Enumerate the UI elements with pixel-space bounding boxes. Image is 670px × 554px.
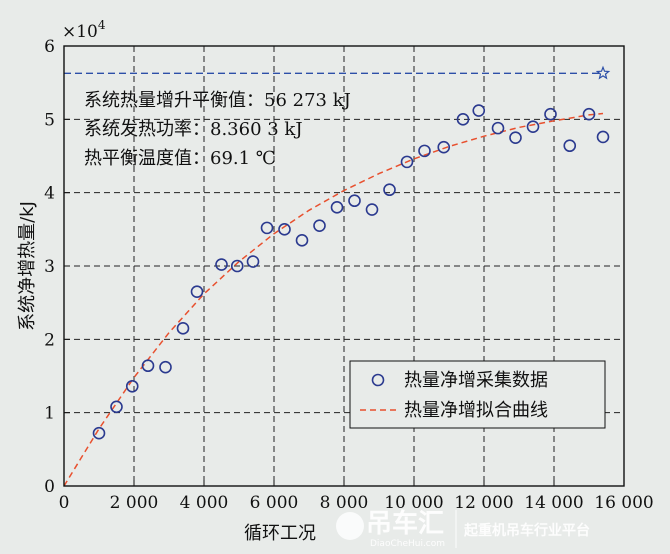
data-point bbox=[230, 259, 244, 273]
data-point bbox=[348, 194, 361, 208]
tick-marks bbox=[63, 45, 625, 487]
data-point bbox=[295, 234, 309, 247]
x-axis-title: 循环工况 bbox=[244, 523, 316, 544]
y-tick-label: 4 bbox=[44, 184, 55, 204]
legend-box bbox=[349, 360, 606, 429]
x-tick-label: 10 000 bbox=[384, 493, 443, 513]
data-point bbox=[159, 360, 172, 374]
data-point bbox=[472, 104, 486, 117]
annotation-heating-power: 系统发热功率：8.360 3 kJ bbox=[84, 119, 303, 140]
x-tick-label: 12 000 bbox=[454, 493, 513, 513]
balance-star-marker bbox=[595, 65, 611, 80]
y-multiplier: ×104 bbox=[62, 18, 106, 42]
y-tick-label: 2 bbox=[44, 330, 55, 350]
fit-curve bbox=[63, 112, 604, 487]
data-point bbox=[526, 120, 540, 133]
data-point bbox=[278, 223, 291, 236]
annotations: 系统热量增升平衡值：56 273 kJ 系统发热功率：8.360 3 kJ 热平… bbox=[84, 90, 351, 169]
data-point bbox=[260, 221, 274, 235]
data-point bbox=[582, 107, 596, 121]
data-point bbox=[313, 219, 326, 232]
data-point bbox=[215, 258, 228, 271]
data-point bbox=[141, 359, 155, 373]
y-tick-label: 3 bbox=[44, 257, 55, 277]
data-point bbox=[437, 140, 451, 154]
data-point bbox=[92, 426, 106, 440]
x-tick-labels: 0 2 000 4 000 6 000 8 000 10 000 12 000 14 000 1… bbox=[59, 493, 654, 513]
data-point bbox=[383, 183, 396, 197]
watermark-brand: 吊车汇 bbox=[366, 508, 444, 539]
data-point bbox=[246, 255, 260, 268]
data-point bbox=[330, 201, 344, 214]
legend-label-points: 热量净增采集数据 bbox=[404, 370, 548, 391]
watermark: 吊车汇 DiaoCheHui.com 起重机吊车行业平台 bbox=[336, 508, 590, 549]
fit-curve-layer bbox=[63, 72, 604, 487]
data-points-layer bbox=[92, 65, 611, 440]
data-point bbox=[400, 155, 414, 169]
y-tick-label: 1 bbox=[44, 404, 55, 424]
y-axis-title: 系统净增热量/kJ bbox=[17, 201, 38, 331]
data-point bbox=[190, 285, 204, 298]
watermark-site: DiaoCheHui.com bbox=[370, 539, 445, 549]
x-tick-label: 4 000 bbox=[180, 493, 229, 513]
y-tick-label: 5 bbox=[44, 110, 55, 130]
watermark-slogan: 起重机吊车行业平台 bbox=[463, 522, 590, 539]
x-tick-label: 8 000 bbox=[320, 493, 369, 513]
data-point bbox=[596, 130, 610, 144]
data-point bbox=[110, 400, 123, 414]
annotation-balance-temperature: 热平衡温度值：69.1 ℃ bbox=[84, 148, 276, 169]
x-tick-label: 0 bbox=[59, 493, 70, 513]
x-tick-label: 16 000 bbox=[594, 493, 653, 513]
legend: 热量净增采集数据 热量净增拟合曲线 bbox=[349, 360, 606, 429]
x-tick-label: 14 000 bbox=[524, 493, 583, 513]
data-point bbox=[365, 203, 379, 216]
x-tick-label: 6 000 bbox=[250, 493, 299, 513]
data-point bbox=[418, 144, 431, 158]
annotation-balance-value: 系统热量增升平衡值：56 273 kJ bbox=[84, 90, 351, 111]
x-tick-label: 2 000 bbox=[110, 493, 159, 513]
y-tick-label: 6 bbox=[44, 37, 55, 57]
data-point bbox=[544, 107, 557, 121]
data-point bbox=[176, 322, 190, 335]
data-point bbox=[509, 131, 522, 144]
data-point bbox=[563, 139, 577, 153]
data-point bbox=[491, 121, 505, 135]
legend-label-fit: 热量净增拟合曲线 bbox=[404, 400, 548, 421]
y-tick-label: 0 bbox=[44, 477, 55, 497]
watermark-logo-icon bbox=[336, 512, 364, 540]
data-point bbox=[456, 113, 470, 126]
data-point bbox=[125, 379, 139, 393]
y-tick-labels: 0 1 2 3 4 5 6 bbox=[44, 37, 55, 497]
legend-marker-points bbox=[371, 373, 385, 387]
